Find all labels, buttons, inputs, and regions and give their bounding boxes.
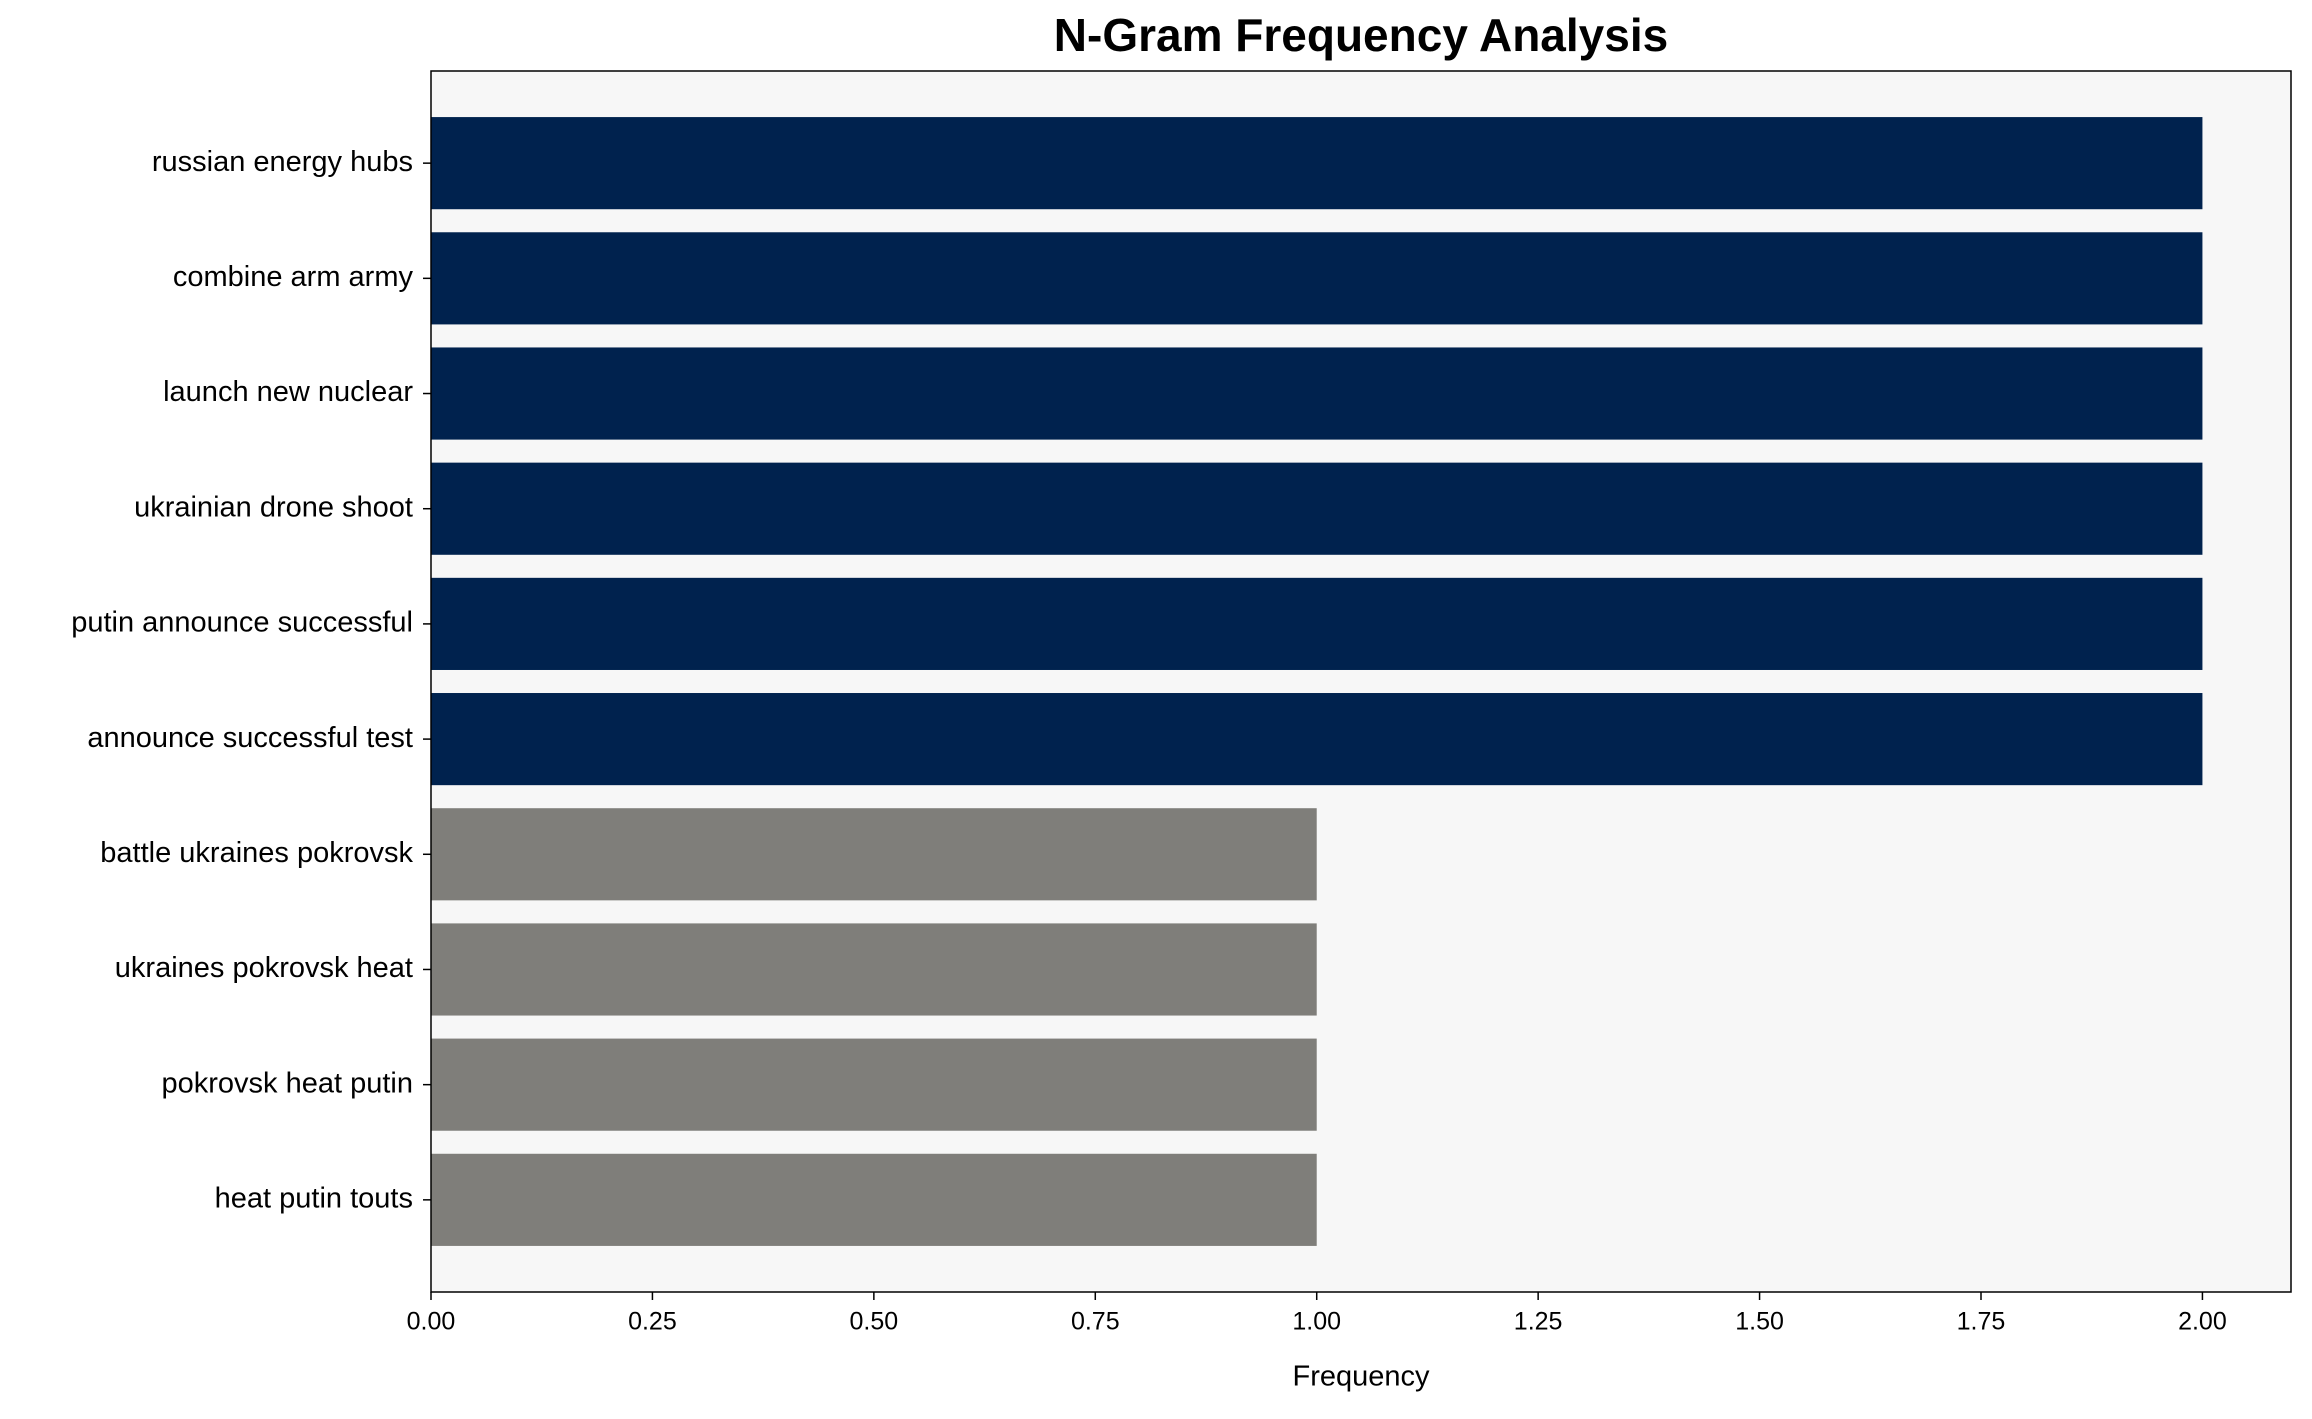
bar (431, 1153, 1317, 1246)
bar (431, 117, 2203, 210)
x-tick-label: 1.50 (1735, 1308, 1784, 1336)
bar (431, 462, 2203, 555)
x-tick-label: 1.00 (1292, 1308, 1341, 1336)
y-tick-label: launch new nuclear (163, 376, 413, 408)
y-tick-label: russian energy hubs (152, 146, 413, 178)
x-tick-label: 0.50 (850, 1308, 899, 1336)
x-tick-label: 1.25 (1514, 1308, 1563, 1336)
y-tick-label: pokrovsk heat putin (162, 1067, 413, 1099)
y-tick-label: heat putin touts (215, 1183, 413, 1215)
bar (431, 232, 2203, 325)
x-axis-label: Frequency (1292, 1361, 1430, 1393)
x-tick-label: 2.00 (2178, 1308, 2227, 1336)
y-tick-label: ukrainian drone shoot (134, 491, 413, 523)
x-tick-label: 1.75 (1957, 1308, 2006, 1336)
chart-title: N-Gram Frequency Analysis (1054, 9, 1668, 61)
plot-frame (430, 70, 2292, 1293)
bar (431, 577, 2203, 670)
y-tick-label: combine arm army (173, 261, 414, 293)
bar (431, 1038, 1317, 1131)
x-tick-label: 0.00 (407, 1308, 456, 1336)
y-tick-label: battle ukraines pokrovsk (100, 837, 413, 869)
y-tick-label: ukraines pokrovsk heat (115, 952, 413, 984)
y-tick-label: announce successful test (87, 722, 413, 754)
bar (431, 693, 2203, 786)
bar (431, 808, 1317, 901)
bar (431, 923, 1317, 1016)
x-tick-label: 0.25 (628, 1308, 677, 1336)
x-tick-label: 0.75 (1071, 1308, 1120, 1336)
bar (431, 347, 2203, 440)
y-tick-label: putin announce successful (71, 607, 413, 639)
